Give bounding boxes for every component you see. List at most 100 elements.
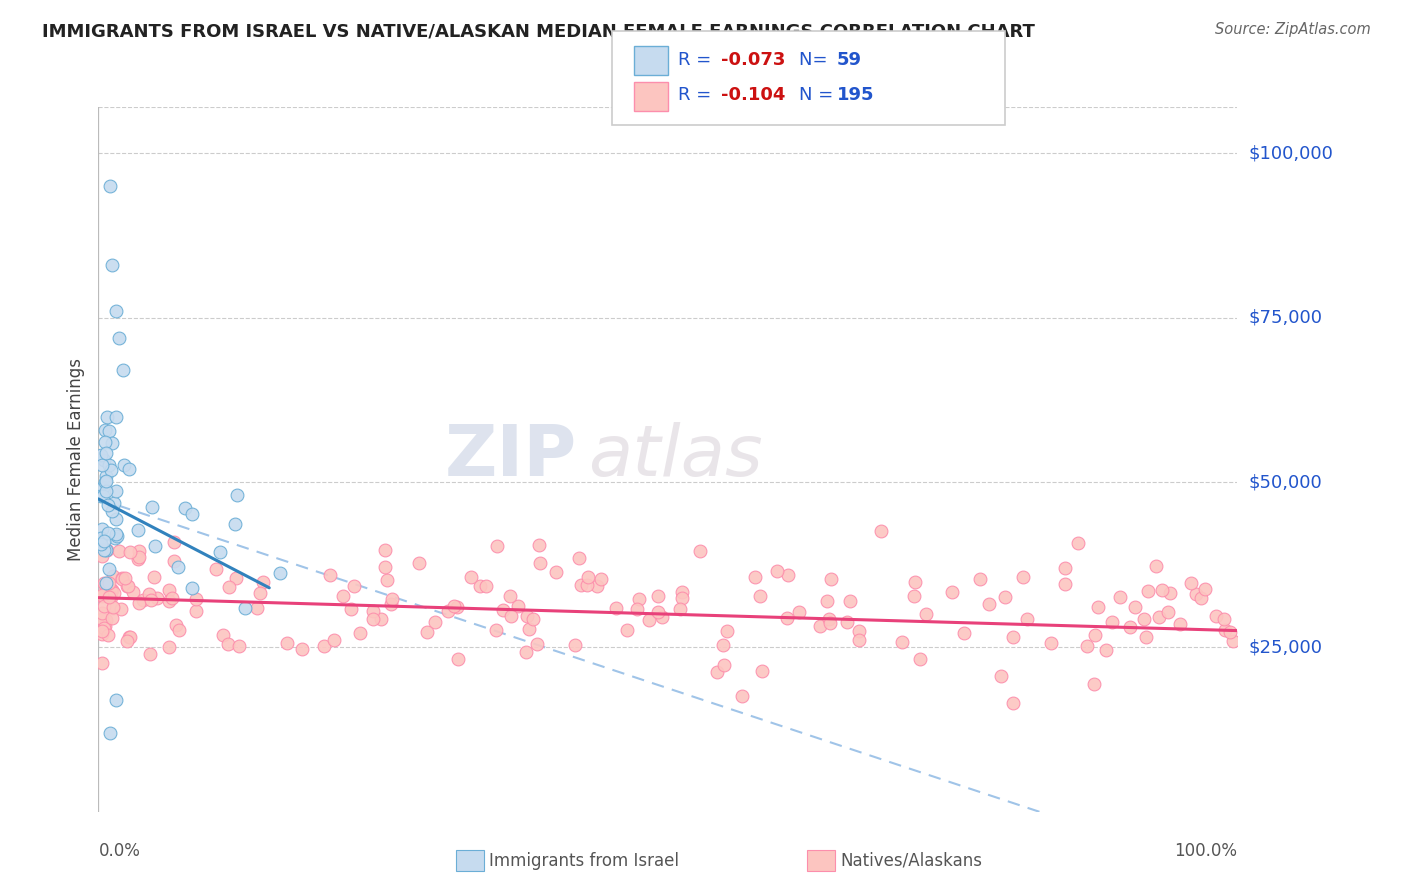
- Text: N =: N =: [799, 86, 838, 104]
- Point: [468, 579, 491, 593]
- Point: [174, 500, 197, 515]
- Point: [716, 624, 738, 639]
- Point: [94, 576, 117, 591]
- Point: [839, 593, 862, 607]
- Point: [952, 626, 974, 640]
- Point: [104, 692, 127, 706]
- Point: [269, 566, 291, 580]
- Point: [103, 585, 125, 599]
- Point: [977, 598, 1000, 612]
- Point: [1119, 620, 1142, 634]
- Point: [97, 627, 120, 641]
- Point: [731, 690, 754, 704]
- Point: [90, 537, 112, 551]
- Point: [361, 612, 384, 626]
- Point: [90, 624, 112, 638]
- Point: [568, 550, 591, 565]
- Point: [1011, 570, 1033, 584]
- Point: [787, 605, 810, 619]
- Point: [112, 458, 135, 473]
- Point: [1168, 616, 1191, 631]
- Point: [1001, 696, 1024, 710]
- Point: [671, 591, 693, 605]
- Point: [101, 258, 124, 272]
- Point: [96, 484, 118, 499]
- Point: [90, 531, 112, 545]
- Point: [370, 611, 392, 625]
- Point: [96, 543, 118, 558]
- Point: [374, 542, 396, 557]
- Point: [128, 595, 150, 609]
- Point: [163, 534, 186, 549]
- Point: [166, 560, 188, 574]
- Point: [361, 604, 384, 618]
- Point: [647, 605, 669, 619]
- Point: [91, 458, 114, 473]
- Point: [91, 489, 114, 503]
- Point: [169, 623, 191, 637]
- Point: [1159, 586, 1181, 600]
- Point: [291, 642, 314, 657]
- Point: [626, 602, 648, 616]
- Point: [146, 591, 169, 606]
- Point: [713, 657, 735, 672]
- Point: [605, 601, 627, 615]
- Point: [162, 591, 184, 605]
- Point: [212, 628, 235, 642]
- Point: [575, 578, 598, 592]
- Point: [1053, 577, 1076, 591]
- Point: [91, 606, 114, 620]
- Point: [1194, 582, 1216, 596]
- Text: atlas: atlas: [588, 422, 762, 491]
- Point: [647, 589, 669, 603]
- Point: [1205, 609, 1227, 624]
- Point: [121, 584, 143, 599]
- Point: [94, 578, 117, 592]
- Text: $50,000: $50,000: [1249, 474, 1322, 491]
- Point: [589, 572, 612, 586]
- Point: [460, 570, 482, 584]
- Text: Natives/Alaskans: Natives/Alaskans: [841, 852, 983, 870]
- Point: [111, 571, 134, 585]
- Point: [224, 516, 246, 531]
- Point: [446, 600, 468, 615]
- Point: [91, 522, 114, 536]
- Point: [903, 589, 925, 603]
- Point: [706, 665, 728, 680]
- Point: [104, 512, 127, 526]
- Point: [848, 624, 870, 638]
- Point: [101, 435, 124, 450]
- Point: [186, 592, 208, 607]
- Point: [157, 640, 180, 655]
- Point: [848, 632, 870, 647]
- Point: [380, 591, 402, 606]
- Point: [808, 619, 831, 633]
- Point: [127, 523, 149, 537]
- Point: [97, 575, 120, 590]
- Point: [139, 593, 162, 607]
- Text: -0.104: -0.104: [721, 86, 786, 104]
- Point: [100, 590, 122, 604]
- Text: -0.073: -0.073: [721, 51, 786, 69]
- Point: [110, 572, 132, 586]
- Point: [94, 423, 117, 437]
- Point: [1067, 535, 1090, 549]
- Point: [1157, 605, 1180, 619]
- Point: [1109, 590, 1132, 604]
- Point: [380, 597, 402, 611]
- Point: [343, 578, 366, 592]
- Point: [485, 623, 508, 637]
- Point: [98, 179, 121, 194]
- Point: [578, 570, 600, 584]
- Point: [1135, 630, 1157, 644]
- Point: [93, 599, 115, 613]
- Point: [627, 592, 650, 607]
- Point: [132, 593, 155, 607]
- Point: [1189, 591, 1212, 605]
- Point: [90, 549, 112, 563]
- Point: [766, 564, 789, 578]
- Point: [516, 609, 538, 624]
- Point: [375, 574, 398, 588]
- Point: [165, 618, 187, 632]
- Point: [105, 527, 128, 541]
